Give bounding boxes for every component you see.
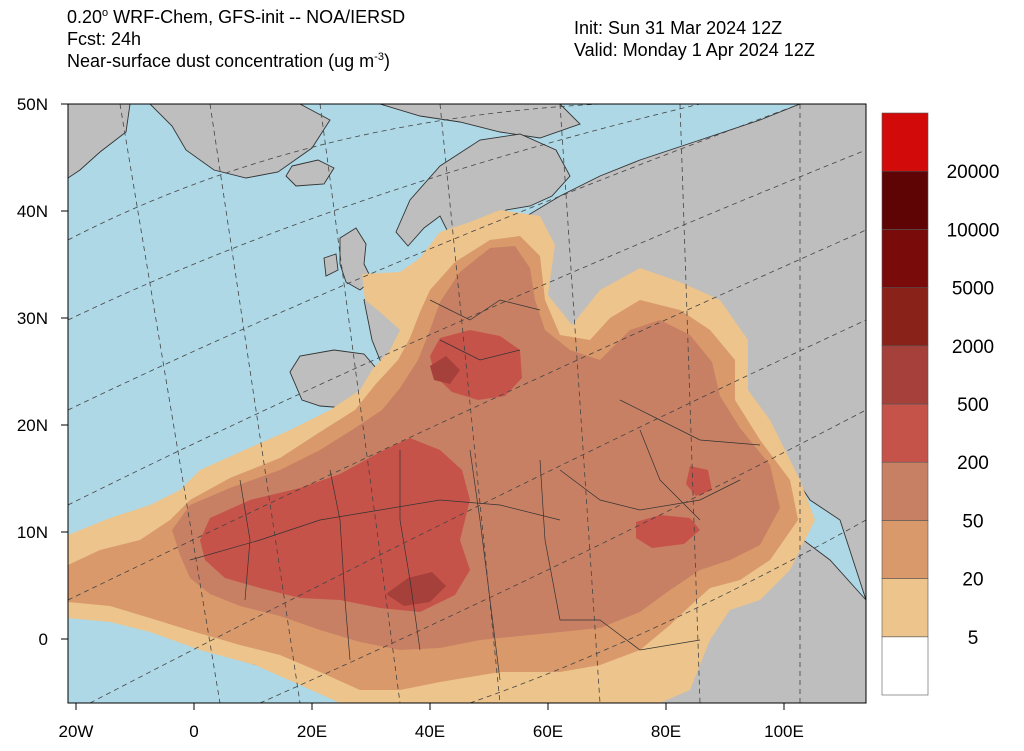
- forecast-hour: Fcst: 24h: [67, 29, 142, 49]
- variable-title: Near-surface dust concentration (ug m-3): [67, 51, 390, 71]
- dust-concentration: [68, 210, 815, 703]
- colorbar-swatch: [881, 461, 929, 521]
- lon-label: 60E: [533, 722, 563, 741]
- lat-label: 20N: [17, 416, 48, 435]
- lat-label: 30N: [17, 309, 48, 328]
- init-time: Init: Sun 31 Mar 2024 12Z: [574, 18, 783, 38]
- longitude-labels: 20W 0 20E 40E 60E 80E 100E: [59, 722, 804, 741]
- lat-label: 50N: [17, 95, 48, 114]
- colorbar-level-label: 2000: [952, 337, 994, 358]
- lon-label: 40E: [415, 722, 445, 741]
- dust-contour-200-europe: [430, 330, 522, 400]
- colorbar-swatch: [881, 520, 929, 579]
- map-title-block: 0.20o WRF-Chem, GFS-init -- NOA/IERSD Fc…: [67, 6, 405, 72]
- greenland: [149, 104, 331, 179]
- lon-label: 20E: [297, 722, 327, 741]
- colorbar-level-label: 20000: [947, 162, 1000, 183]
- lon-label: 20W: [59, 722, 94, 741]
- colorbar-swatch: [881, 636, 929, 696]
- graticule: [68, 104, 866, 703]
- colorbar-level-label: 500: [957, 395, 989, 416]
- north-america-edge: [68, 104, 131, 179]
- colorbar-level-label: 5000: [952, 279, 994, 300]
- country-borders: [189, 299, 761, 681]
- valid-time: Valid: Monday 1 Apr 2024 12Z: [574, 40, 815, 60]
- colorbar-swatch: [881, 287, 929, 347]
- dust-contour-200-west: [200, 438, 470, 612]
- lon-label: 0: [189, 722, 198, 741]
- time-info-block: Init: Sun 31 Mar 2024 12Z Valid: Monday …: [574, 17, 815, 61]
- colorbar-legend: 5 20 50 200 500 2000 5000 10000 20000: [881, 112, 1000, 696]
- colorbar-swatch: [881, 403, 929, 463]
- colorbar-swatch: [881, 229, 929, 288]
- lon-label: 100E: [764, 722, 804, 741]
- colorbar-level-label: 50: [962, 511, 983, 532]
- scandinavia: [395, 133, 571, 247]
- colorbar-level-label: 10000: [947, 220, 1000, 241]
- map-frame: [67, 103, 867, 704]
- lon-label: 80E: [651, 722, 681, 741]
- colorbar-swatch: [881, 170, 929, 230]
- colorbar-swatch: [881, 112, 929, 172]
- lat-label: 10N: [17, 523, 48, 542]
- colorbar-swatch: [881, 578, 929, 638]
- map-panel: [68, 104, 866, 703]
- colorbar-level-label: 20: [962, 570, 983, 591]
- lat-label: 0: [39, 630, 48, 649]
- colorbar-swatch: [881, 345, 929, 405]
- model-title: 0.20o WRF-Chem, GFS-init -- NOA/IERSD: [67, 7, 406, 27]
- latitude-labels: 50N 40N 30N 20N 10N 0: [17, 95, 48, 649]
- colorbar-level-label: 5: [968, 628, 979, 649]
- axis-tick-marks: [61, 103, 785, 710]
- lat-label: 40N: [17, 202, 48, 221]
- iceland: [285, 159, 335, 187]
- colorbar-level-label: 200: [957, 453, 989, 474]
